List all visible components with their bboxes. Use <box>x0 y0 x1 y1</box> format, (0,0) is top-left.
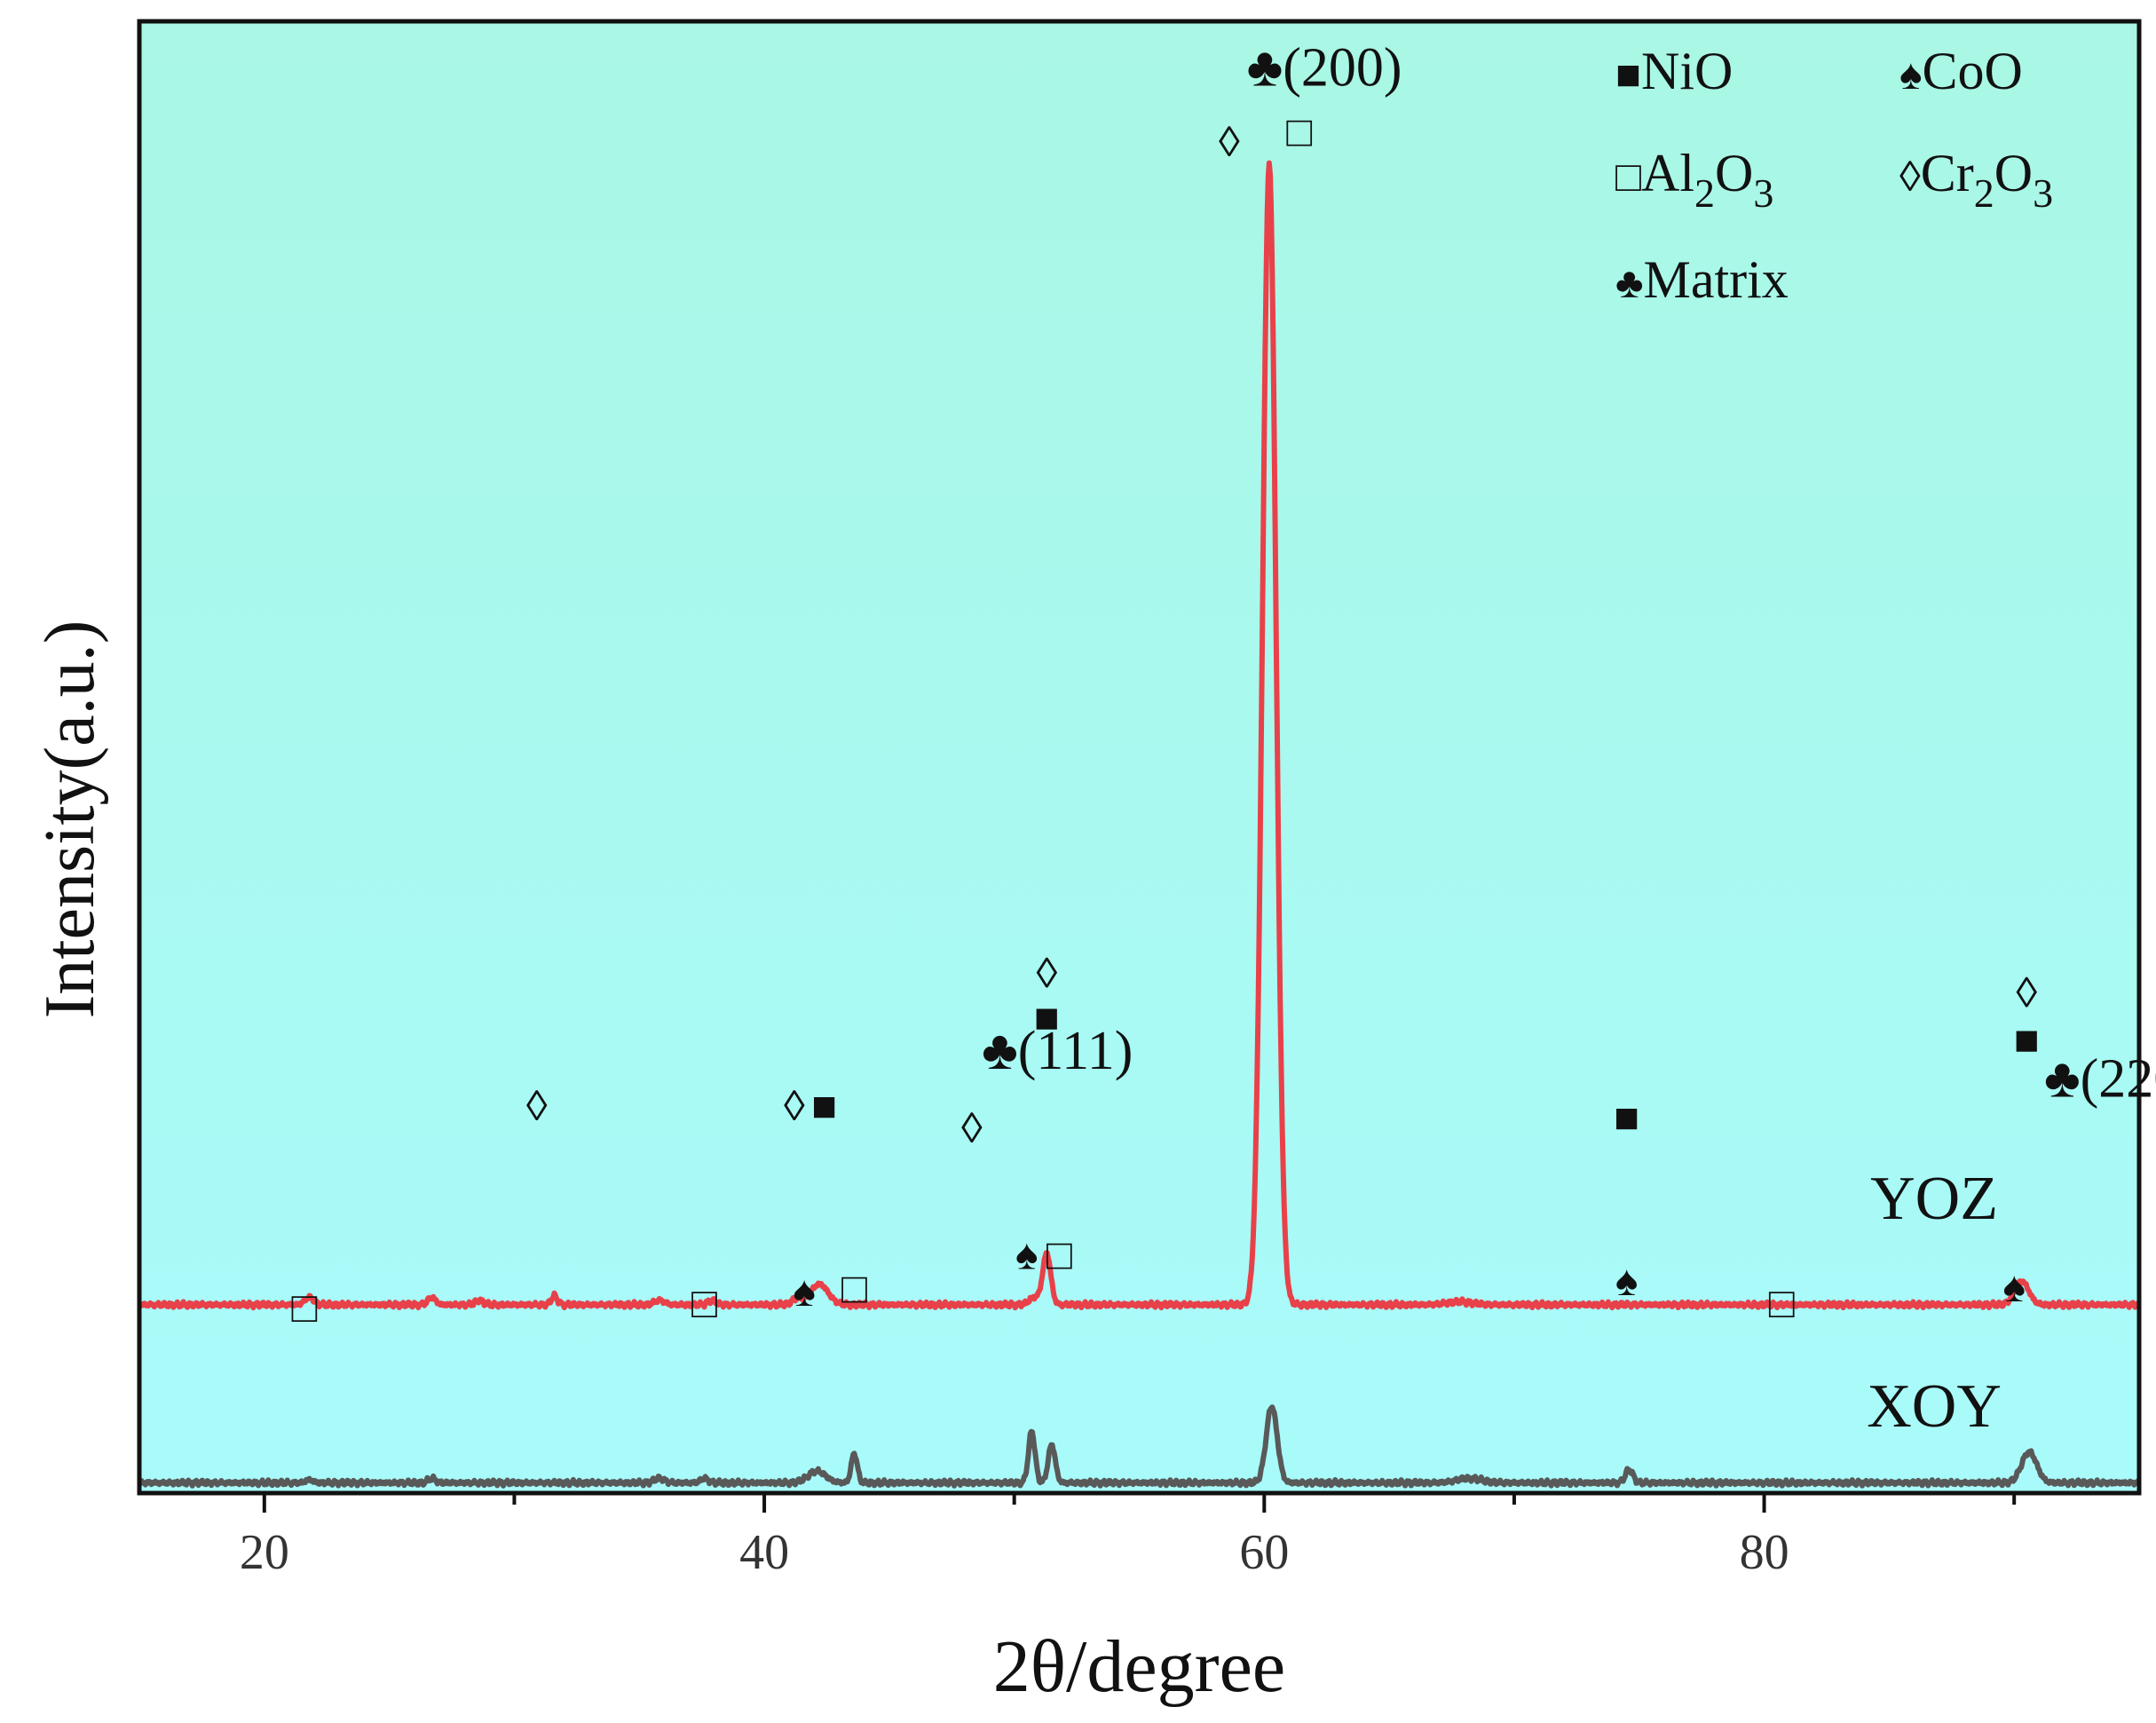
peak-marker: ◊ <box>961 1105 983 1152</box>
peak-marker: □ <box>291 1284 317 1332</box>
peak-marker: □ <box>691 1280 717 1327</box>
x-tick-label: 40 <box>739 1525 789 1580</box>
y-axis-label: Intensity(a.u.) <box>31 620 109 1019</box>
peak-marker: ◊ <box>2016 969 2037 1016</box>
series-label: YOZ <box>1870 1165 1998 1233</box>
peak-marker: ■ <box>811 1083 837 1130</box>
peak-marker: □ <box>1046 1231 1072 1278</box>
series-label: XOY <box>1867 1372 2002 1441</box>
series-line-yoz <box>137 160 2142 1311</box>
peak-marker: ♠ <box>1615 1258 1639 1305</box>
peak-marker: ◊ <box>526 1083 548 1130</box>
peak-marker: ■ <box>1614 1095 1639 1142</box>
x-tick-label: 60 <box>1239 1525 1289 1580</box>
legend-entry: ♠CoO <box>1899 42 2023 100</box>
peak-marker: □ <box>1286 108 1312 155</box>
peak-marker: ♠ <box>793 1269 816 1316</box>
legend-entry: ♣Matrix <box>1615 250 1789 309</box>
x-axis-ticks: 20 40 60 80 <box>240 1493 2017 1580</box>
peak-marker: ■ <box>2014 1016 2040 1063</box>
series-group <box>137 160 2142 1489</box>
plot-background <box>139 21 2139 1493</box>
peak-marker: ♠ <box>2002 1264 2026 1311</box>
legend-entry: □Al2O3 <box>1615 144 1773 216</box>
peak-marker: ♣(111) <box>982 1021 1133 1081</box>
peak-marker: ◊ <box>1036 951 1057 998</box>
peak-marker: ■ <box>1034 994 1060 1041</box>
peak-marker: □ <box>841 1266 867 1313</box>
peak-marker: ◊ <box>1219 119 1240 166</box>
peak-marker: ♣(200) <box>1247 37 1402 98</box>
legend: ■NiO ♠CoO □Al2O3 ◊Cr2O3 ♣Matrix <box>1615 42 2053 309</box>
peak-marker: □ <box>1769 1280 1795 1327</box>
legend-entry: ■NiO <box>1615 42 1733 100</box>
x-tick-label: 80 <box>1740 1525 1789 1580</box>
x-tick-label: 20 <box>240 1525 289 1580</box>
series-line-xoy <box>138 1404 2142 1489</box>
peak-marker: ♠ <box>1015 1231 1039 1278</box>
x-axis-label: 2θ/degree <box>993 1625 1285 1708</box>
legend-entry: ◊Cr2O3 <box>1899 144 2053 216</box>
plot-frame <box>137 19 2142 1496</box>
peak-marker: ◊ <box>784 1083 805 1130</box>
